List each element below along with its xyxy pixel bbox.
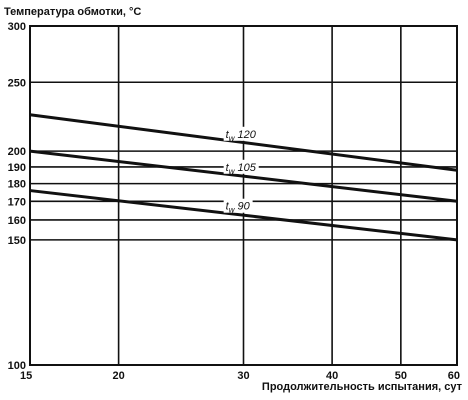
y-tick-label: 250 — [8, 77, 26, 89]
y-axis-label: Температура обмотки, °С — [4, 6, 141, 18]
ticks: 15 20 30 40 50 60 100 150 160 170 180 190 200 250 300 — [8, 21, 460, 382]
series-label-bg — [223, 198, 253, 213]
plot-frame — [29, 25, 458, 366]
y-tick-label: 170 — [8, 196, 26, 208]
x-tick-label: 40 — [326, 370, 338, 382]
series-group — [29, 113, 458, 242]
series-label-bg — [223, 126, 259, 141]
y-tick-label: 190 — [8, 162, 26, 174]
y-tick-label: 100 — [8, 360, 26, 372]
series-label: tw 105 — [226, 162, 257, 176]
series-label-bg — [223, 159, 259, 174]
x-tick-label: 20 — [112, 370, 124, 382]
series-line — [29, 149, 458, 203]
y-tick-label: 180 — [8, 179, 26, 191]
x-tick-label: 60 — [448, 370, 460, 382]
series-label: tw 90 — [226, 201, 251, 215]
y-tick-label: 300 — [8, 21, 26, 33]
y-tick-label: 160 — [8, 215, 26, 227]
y-tick-label: 150 — [8, 235, 26, 247]
y-tick-label: 200 — [8, 146, 26, 158]
series-line — [29, 113, 458, 172]
x-axis-label: Продолжительность испытания, сут — [262, 381, 463, 393]
grid — [30, 26, 457, 365]
x-tick-label: 50 — [395, 370, 407, 382]
x-tick-label: 30 — [237, 370, 249, 382]
series-labels: tw 120 tw 105 tw 90 — [223, 126, 259, 215]
x-tick-label: 15 — [20, 370, 32, 382]
series-label: tw 120 — [226, 129, 257, 143]
series-line — [29, 189, 458, 242]
